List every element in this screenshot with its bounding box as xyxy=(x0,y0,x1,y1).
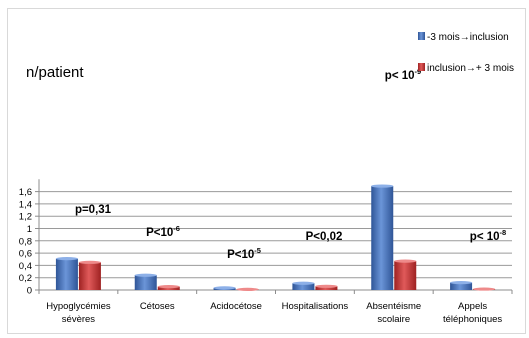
bar-top xyxy=(450,281,473,285)
bar-series-2 xyxy=(394,261,417,290)
x-category-label: téléphoniques xyxy=(443,314,502,325)
legend-label: inclusion→+ 3 mois xyxy=(427,63,514,74)
bar-top xyxy=(236,287,259,291)
y-tick-label: 1,6 xyxy=(19,187,32,198)
y-tick-label: 1,2 xyxy=(19,212,32,223)
bar-top xyxy=(315,284,338,288)
legend-label: -3 mois→inclusion xyxy=(427,32,509,43)
bar-series-1 xyxy=(292,283,315,290)
y-tick-label: 1,4 xyxy=(19,199,32,210)
bar-series-2 xyxy=(315,286,338,290)
bar-top xyxy=(134,273,157,277)
x-category-label: Hypoglycémies xyxy=(46,301,111,312)
y-tick-label: 0,2 xyxy=(19,273,32,284)
y-tick-label: 0,8 xyxy=(19,236,32,247)
bar-series-2 xyxy=(157,286,180,290)
bar-top xyxy=(78,260,101,264)
legend-swatch xyxy=(418,63,425,71)
significance-annotation: P<0,02 xyxy=(306,231,343,243)
significance-annotation: p< 10-9 xyxy=(385,67,421,82)
bar-top xyxy=(292,281,315,285)
bar-series-1 xyxy=(134,275,157,290)
x-category-label: sévères xyxy=(62,314,96,325)
x-category-label: Appels xyxy=(458,301,487,312)
bar-top xyxy=(55,257,78,261)
bar-top xyxy=(213,286,236,290)
y-tick-label: 0,6 xyxy=(19,249,32,260)
legend-swatch xyxy=(418,32,425,40)
bar-series-1 xyxy=(450,282,473,290)
x-category-label: Cétoses xyxy=(140,301,175,312)
bar-top xyxy=(473,287,496,291)
significance-annotation: p< 10-8 xyxy=(470,228,506,243)
bar-top xyxy=(157,285,180,289)
y-tick-label: 0,4 xyxy=(19,261,32,272)
bar-series-1 xyxy=(371,186,394,290)
bar-top xyxy=(394,259,417,263)
x-category-label: Hospitalisations xyxy=(282,301,349,312)
significance-annotation: P<10-6 xyxy=(146,224,180,239)
bar-top xyxy=(371,184,394,188)
x-category-label: Acidocétose xyxy=(210,301,262,312)
bar-series-2 xyxy=(78,262,101,290)
significance-annotation: p=0,31 xyxy=(75,204,112,216)
bar-series-1 xyxy=(55,258,78,290)
x-category-label: scolaire xyxy=(377,314,410,325)
y-tick-label: 0 xyxy=(27,286,32,297)
significance-annotation: P<10-5 xyxy=(227,246,261,261)
y-tick-label: 1 xyxy=(27,224,32,235)
y-axis-title: n/patient xyxy=(26,64,84,81)
x-category-label: Absentéisme xyxy=(366,301,421,312)
